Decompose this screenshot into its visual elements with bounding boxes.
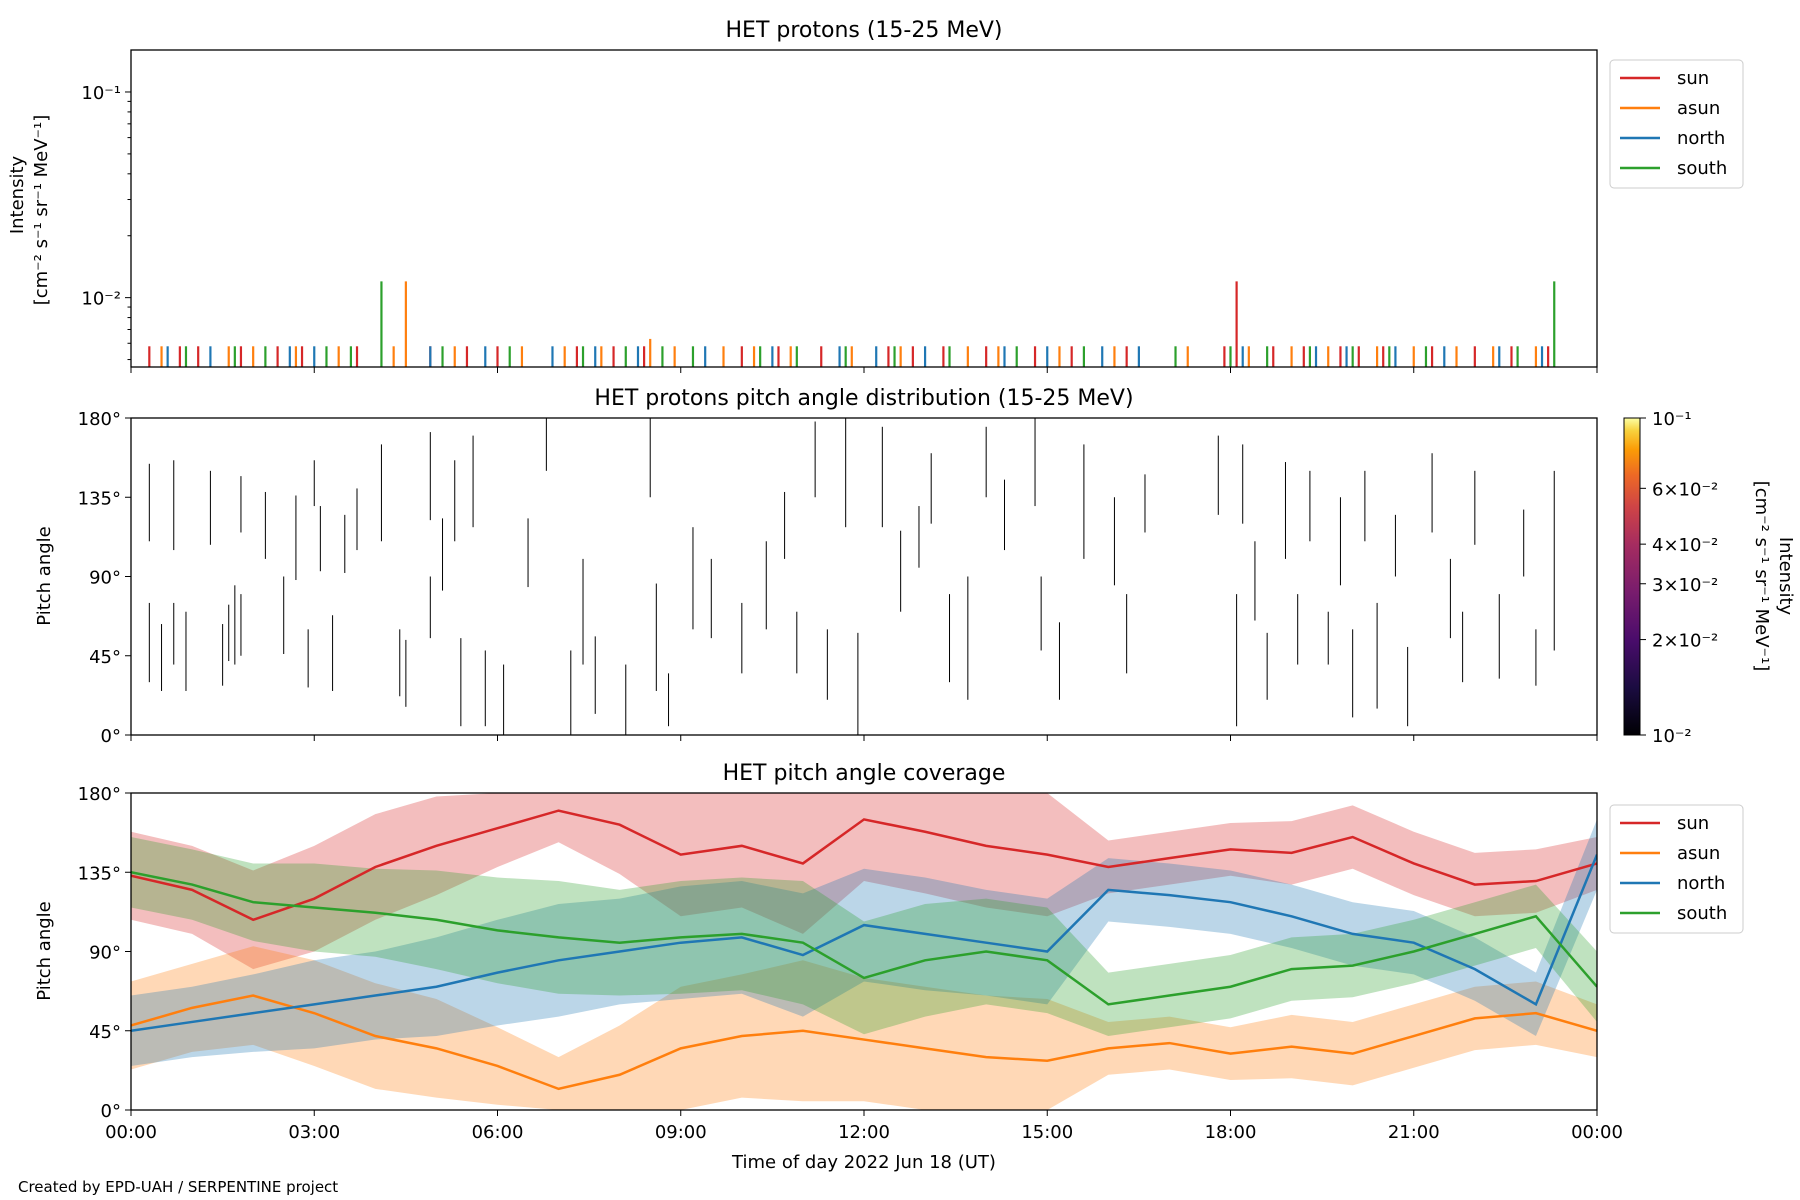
legend-label-north: north <box>1677 873 1725 894</box>
panel3-x-ticks: 00:00 03:00 06:00 09:00 12:00 15:00 18:00 21:00… <box>105 1110 1623 1143</box>
panel1-frame <box>130 49 1598 368</box>
x-tick-label: 03:00 <box>288 1122 340 1143</box>
colorbar <box>1623 417 1641 736</box>
legend-label-south: south <box>1677 903 1727 924</box>
x-tick-label: 15:00 <box>1021 1122 1073 1143</box>
colorbar-ticks: 10⁻¹ 6×10⁻² 4×10⁻² 3×10⁻² 2×10⁻² 10⁻² <box>1640 409 1718 747</box>
colorbar-tick-label: 10⁻² <box>1652 726 1692 747</box>
panel2-x-ticks <box>130 735 1598 741</box>
legend-label-asun: asun <box>1677 98 1720 119</box>
x-tick-label: 18:00 <box>1205 1122 1257 1143</box>
y-tick-label: 0° <box>101 726 121 747</box>
panel3-legend: sun asun north south <box>1609 804 1744 934</box>
x-tick-label: 00:00 <box>1571 1122 1623 1143</box>
panel3-ylabel: Pitch angle <box>34 901 55 1000</box>
panel3-title: HET pitch angle coverage <box>723 761 1006 786</box>
panel3-bands <box>131 793 1597 1110</box>
y-tick-label: 10⁻² <box>81 289 121 310</box>
y-tick-label: 180° <box>78 409 121 430</box>
panel1-ylabel-line1: Intensity <box>7 155 28 234</box>
y-tick-label: 10⁻¹ <box>81 83 121 104</box>
y-tick-label: 135° <box>78 863 121 884</box>
legend-box <box>1609 59 1744 189</box>
line-south <box>131 871 1597 1006</box>
colorbar-tick-label: 2×10⁻² <box>1652 631 1718 652</box>
band-sun <box>131 793 1597 970</box>
y-tick-label: 90° <box>89 568 121 589</box>
legend-label-sun: sun <box>1677 68 1709 89</box>
panel-pitch-angle-coverage: HET pitch angle coverage 0° 45° 90° 135° 180… <box>34 761 1744 1173</box>
panel1-legend: sun asun north south <box>1609 59 1744 189</box>
line-asun <box>131 994 1597 1091</box>
panel1-y-ticks: 10⁻¹ 10⁻² <box>81 83 131 361</box>
colorbar-tick-label: 6×10⁻² <box>1652 479 1718 500</box>
band-asun <box>131 946 1597 1110</box>
panel1-title: HET protons (15-25 MeV) <box>726 18 1003 43</box>
panel1-ylabel-line2: [cm⁻² s⁻¹ sr⁻¹ MeV⁻¹] <box>31 115 52 306</box>
legend-label-south: south <box>1677 158 1727 179</box>
panel2-ylabel: Pitch angle <box>34 526 55 625</box>
colorbar-tick-label: 10⁻¹ <box>1652 409 1692 430</box>
panel3-lines <box>131 809 1597 1091</box>
credit-text: Created by EPD-UAH / SERPENTINE project <box>18 1178 338 1196</box>
x-tick-label: 21:00 <box>1388 1122 1440 1143</box>
panel2-title: HET protons pitch angle distribution (15… <box>594 386 1133 411</box>
y-tick-label: 180° <box>78 784 121 805</box>
band-north <box>131 819 1597 1066</box>
legend-box <box>1609 804 1744 934</box>
y-tick-label: 135° <box>78 488 121 509</box>
x-tick-label: 09:00 <box>655 1122 707 1143</box>
panel3-y-ticks: 0° 45° 90° 135° 180° <box>78 784 131 1122</box>
panel-intensity-timeseries: HET protons (15-25 MeV) 10⁻¹ 10⁻² Intensi… <box>7 18 1744 373</box>
y-tick-label: 45° <box>89 647 121 668</box>
legend-label-sun: sun <box>1677 813 1709 834</box>
colorbar-label-line2: [cm⁻² s⁻¹ sr⁻¹ MeV⁻¹] <box>1751 481 1772 672</box>
x-tick-label: 12:00 <box>838 1122 890 1143</box>
x-axis-label: Time of day 2022 Jun 18 (UT) <box>731 1152 996 1173</box>
legend-label-north: north <box>1677 128 1725 149</box>
panel-pitch-angle-distribution: HET protons pitch angle distribution (15… <box>34 386 1796 747</box>
line-north <box>131 854 1597 1032</box>
panel1-bars <box>148 281 1556 367</box>
colorbar-tick-label: 4×10⁻² <box>1652 535 1718 556</box>
x-tick-label: 06:00 <box>472 1122 524 1143</box>
panel2-y-ticks: 0° 45° 90° 135° 180° <box>78 409 131 747</box>
y-tick-label: 0° <box>101 1101 121 1122</box>
y-tick-label: 45° <box>89 1022 121 1043</box>
x-tick-label: 00:00 <box>105 1122 157 1143</box>
panel1-x-ticks <box>130 367 1598 373</box>
colorbar-tick-label: 3×10⁻² <box>1652 575 1718 596</box>
legend-label-asun: asun <box>1677 843 1720 864</box>
line-sun <box>131 809 1597 922</box>
colorbar-label-line1: Intensity <box>1775 537 1796 616</box>
y-tick-label: 90° <box>89 943 121 964</box>
panel2-segments <box>148 418 1555 735</box>
